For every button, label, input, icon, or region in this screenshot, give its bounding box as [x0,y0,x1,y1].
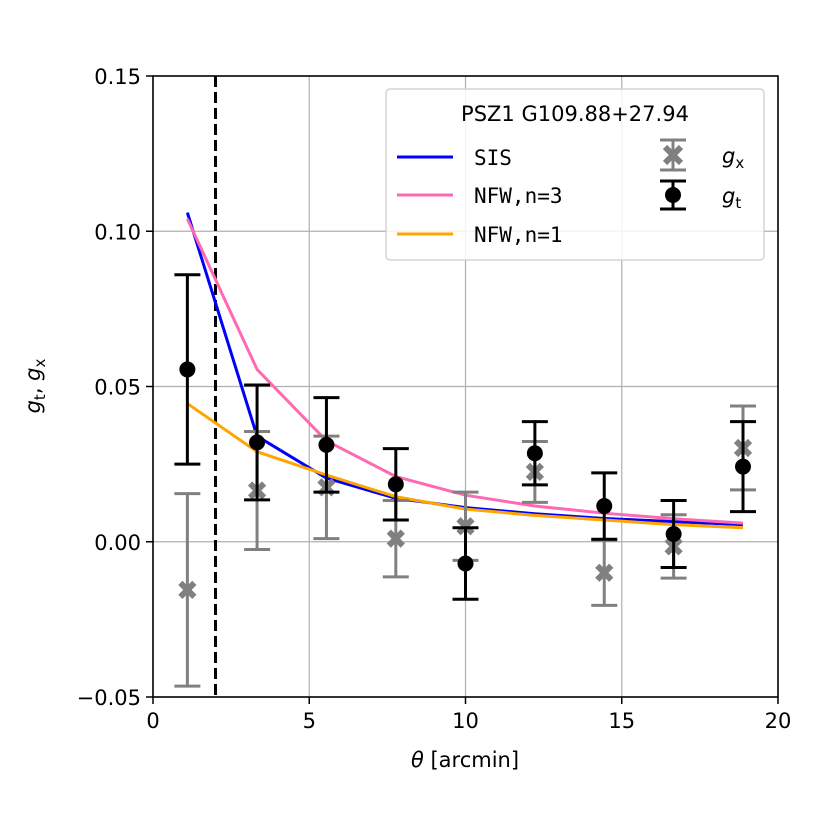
legend-label-nfw-n3: NFW,n=3 [474,184,563,208]
errorbar-g-t [730,420,756,514]
x-axis-label: θ [arcmin] [411,748,519,772]
point-g-x [595,563,614,582]
point-g-t [665,525,682,542]
point-g-t [735,458,751,475]
point-g-t [526,445,543,462]
point-g-t [179,361,196,378]
x-tick-label: 5 [303,709,316,733]
errorbar-g-t [660,498,687,570]
legend: PSZ1 G109.88+27.94 SIS NFW,n=3 NFW,n=1 g… [385,88,765,261]
point-g-x [386,529,405,548]
point-g-t [249,434,266,451]
legend-title: PSZ1 G109.88+27.94 [461,102,689,126]
point-g-t [387,476,404,493]
y-tick-label: 0.15 [94,65,141,89]
legend-swatch-gt [660,179,686,211]
y-tick-label: 0.00 [94,531,141,555]
y-axis-label: gt, gx [21,358,49,413]
legend-swatch-gx [660,138,686,172]
point-g-t [596,498,613,515]
point-g-x [456,517,475,536]
errorbar-g-t [591,471,618,541]
legend-box [385,88,765,261]
errorbar-g-t [313,396,340,494]
errorbar-g-t [521,420,548,487]
x-tick-label: 0 [146,709,159,733]
errorbar-g-t [244,383,271,502]
y-tick-label: 0.10 [94,220,141,244]
x-tick-label: 20 [765,709,792,733]
legend-label-nfw-n1: NFW,n=1 [474,223,563,247]
x-tick-label: 10 [452,709,479,733]
errorbar-g-t [382,447,409,522]
y-tick-label: 0.05 [94,376,141,400]
point-g-t [318,436,335,453]
legend-label-gt: gt [722,184,741,212]
legend-label-sis: SIS [474,146,512,170]
y-tick-label: −0.05 [77,686,141,710]
errorbar-g-x [174,492,201,688]
point-g-t [457,555,474,572]
errorbar-g-t [174,273,201,466]
errorbar-g-x [591,538,618,607]
point-g-x [178,580,197,599]
x-tick-label: 15 [608,709,635,733]
legend-label-gx: gx [722,144,744,172]
errorbar-g-t [452,526,479,601]
